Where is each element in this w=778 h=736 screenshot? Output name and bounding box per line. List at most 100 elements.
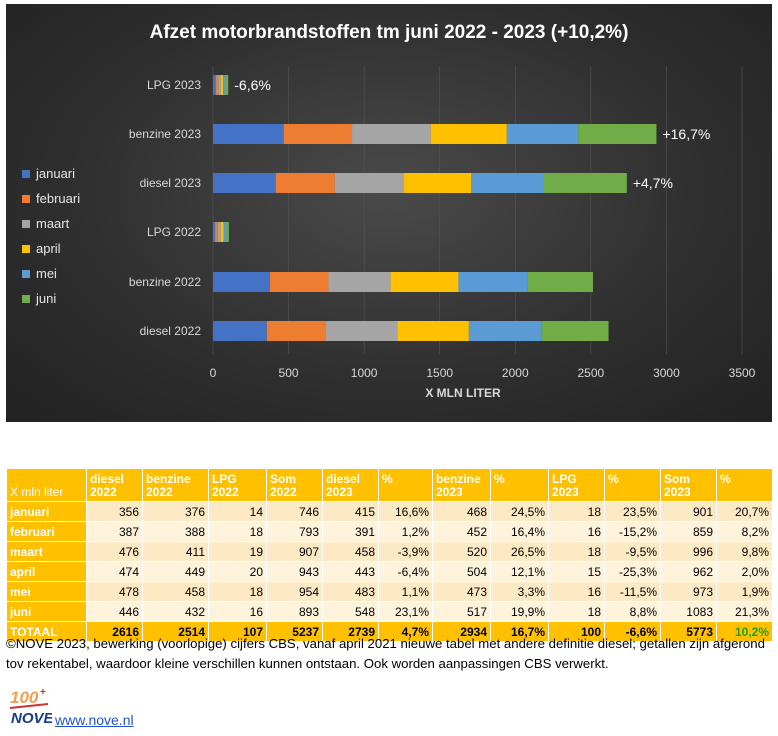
table-cell: 473	[432, 581, 491, 602]
legend-label: maart	[36, 216, 70, 231]
bar-segment-juni	[541, 321, 609, 341]
table-header-cell: benzine 2022	[142, 468, 209, 502]
legend-item-juni: juni	[22, 286, 80, 311]
table-corner-label: X mln liter	[6, 468, 87, 502]
bar-segment-juni	[225, 75, 229, 95]
legend-swatch	[22, 244, 30, 253]
table-cell: 996	[660, 541, 717, 562]
total-cell: 10,2%	[716, 621, 773, 642]
category-label: benzine 2022	[129, 275, 201, 289]
category-label: LPG 2022	[147, 225, 201, 239]
bar-segment-maart	[334, 173, 405, 193]
table-cell: 8,8%	[604, 601, 661, 622]
website-link[interactable]: www.nove.nl	[55, 712, 134, 728]
total-cell: 107	[208, 621, 267, 642]
total-cell: 2739	[322, 621, 379, 642]
bar-segment-februari	[275, 173, 335, 193]
table-cell: 520	[432, 541, 491, 562]
table-cell: 16,4%	[490, 521, 549, 542]
bar-segment-mei	[458, 272, 528, 292]
x-tick-label: 1500	[426, 366, 453, 380]
table-cell: 9,8%	[716, 541, 773, 562]
table-cell: 452	[432, 521, 491, 542]
table-row: januari 356 376 14 746 415 16,6% 468 24,5% 18 23,5…	[6, 501, 773, 522]
table-header-cell: diesel 2023	[322, 468, 379, 502]
change-annotation: +4,7%	[633, 175, 673, 191]
table-cell: -25,3%	[604, 561, 661, 582]
bar-segment-januari	[213, 222, 216, 242]
table-cell: 893	[266, 601, 323, 622]
legend-label: januari	[36, 166, 76, 181]
table-header-cell: %	[490, 468, 549, 502]
table-row: juni 446 432 16 893 548 23,1% 517 19,9% 18 8,8% 108…	[6, 601, 773, 622]
legend-item-april: april	[22, 236, 80, 261]
table-cell: 1,2%	[378, 521, 433, 542]
change-annotation: +16,7%	[662, 126, 710, 142]
bar-segment-juni	[578, 124, 657, 144]
chart-title: Afzet motorbrandstoffen tm juni 2022 - 2…	[150, 22, 629, 43]
table-cell: 14	[208, 501, 267, 522]
total-cell: 100	[548, 621, 605, 642]
table-cell: 446	[86, 601, 143, 622]
legend-swatch	[22, 294, 30, 303]
table-cell: 474	[86, 561, 143, 582]
table-cell: 16	[548, 521, 605, 542]
table-cell: 18	[548, 541, 605, 562]
svg-text:100: 100	[10, 688, 39, 707]
table-cell: 21,3%	[716, 601, 773, 622]
category-label: LPG 2023	[147, 78, 201, 92]
table-cell: 24,5%	[490, 501, 549, 522]
bar-segment-maart	[352, 124, 431, 144]
total-cell: 5773	[660, 621, 717, 642]
table-cell: 12,1%	[490, 561, 549, 582]
total-cell: 2934	[432, 621, 491, 642]
table-cell: 388	[142, 521, 209, 542]
category-label: diesel 2022	[140, 324, 202, 338]
table-cell: 376	[142, 501, 209, 522]
table-cell: -9,5%	[604, 541, 661, 562]
table-cell: 8,2%	[716, 521, 773, 542]
x-tick-label: 0	[210, 366, 217, 380]
x-tick-label: 3500	[729, 366, 756, 380]
legend-item-januari: januari	[22, 161, 80, 186]
change-annotation: -6,6%	[234, 77, 271, 93]
bar-segment-januari	[213, 124, 284, 144]
total-cell: 4,7%	[378, 621, 433, 642]
total-cell: 5237	[266, 621, 323, 642]
bar-segment-februari	[266, 321, 326, 341]
table-header-cell: LPG 2022	[208, 468, 267, 502]
table-cell: 1,1%	[378, 581, 433, 602]
x-axis-label: X MLN LITER	[425, 386, 501, 400]
legend-swatch	[22, 194, 30, 203]
bar-segment-juni	[544, 173, 627, 193]
total-cell: 16,7%	[490, 621, 549, 642]
table-cell: 468	[432, 501, 491, 522]
table-cell: 18	[208, 521, 267, 542]
bar-segment-juni	[527, 272, 593, 292]
total-label: TOTAAL	[6, 621, 87, 642]
table-cell: -3,9%	[378, 541, 433, 562]
chart-legend: januari februari maart april mei juni	[22, 161, 80, 311]
table-cell: 483	[322, 581, 379, 602]
table-cell: 746	[266, 501, 323, 522]
table-cell: 19,9%	[490, 601, 549, 622]
total-cell: -6,6%	[604, 621, 661, 642]
table-header-cell: Som 2023	[660, 468, 717, 502]
legend-swatch	[22, 169, 30, 178]
table-header-cell: %	[604, 468, 661, 502]
legend-item-maart: maart	[22, 211, 80, 236]
table-row: maart 476 411 19 907 458 -3,9% 520 26,5% 18 -9,5% 9…	[6, 541, 773, 562]
table-cell: 458	[142, 581, 209, 602]
table-cell: -15,2%	[604, 521, 661, 542]
footnote: ©NOVE 2023, bewerking (voorlopige) cijfe…	[6, 636, 765, 671]
chart-panel: Afzet motorbrandstoffen tm juni 2022 - 2…	[6, 4, 772, 422]
bar-segment-mei	[468, 321, 542, 341]
table-cell: 504	[432, 561, 491, 582]
table-cell: 1,9%	[716, 581, 773, 602]
table-cell: 26,5%	[490, 541, 549, 562]
table-header-cell: LPG 2023	[548, 468, 605, 502]
table-cell: 901	[660, 501, 717, 522]
bar-segment-april	[430, 124, 507, 144]
x-tick-label: 2000	[502, 366, 529, 380]
table-header-row: X mln liter diesel 2022 benzine 2022 LPG 2022 S…	[6, 468, 773, 502]
